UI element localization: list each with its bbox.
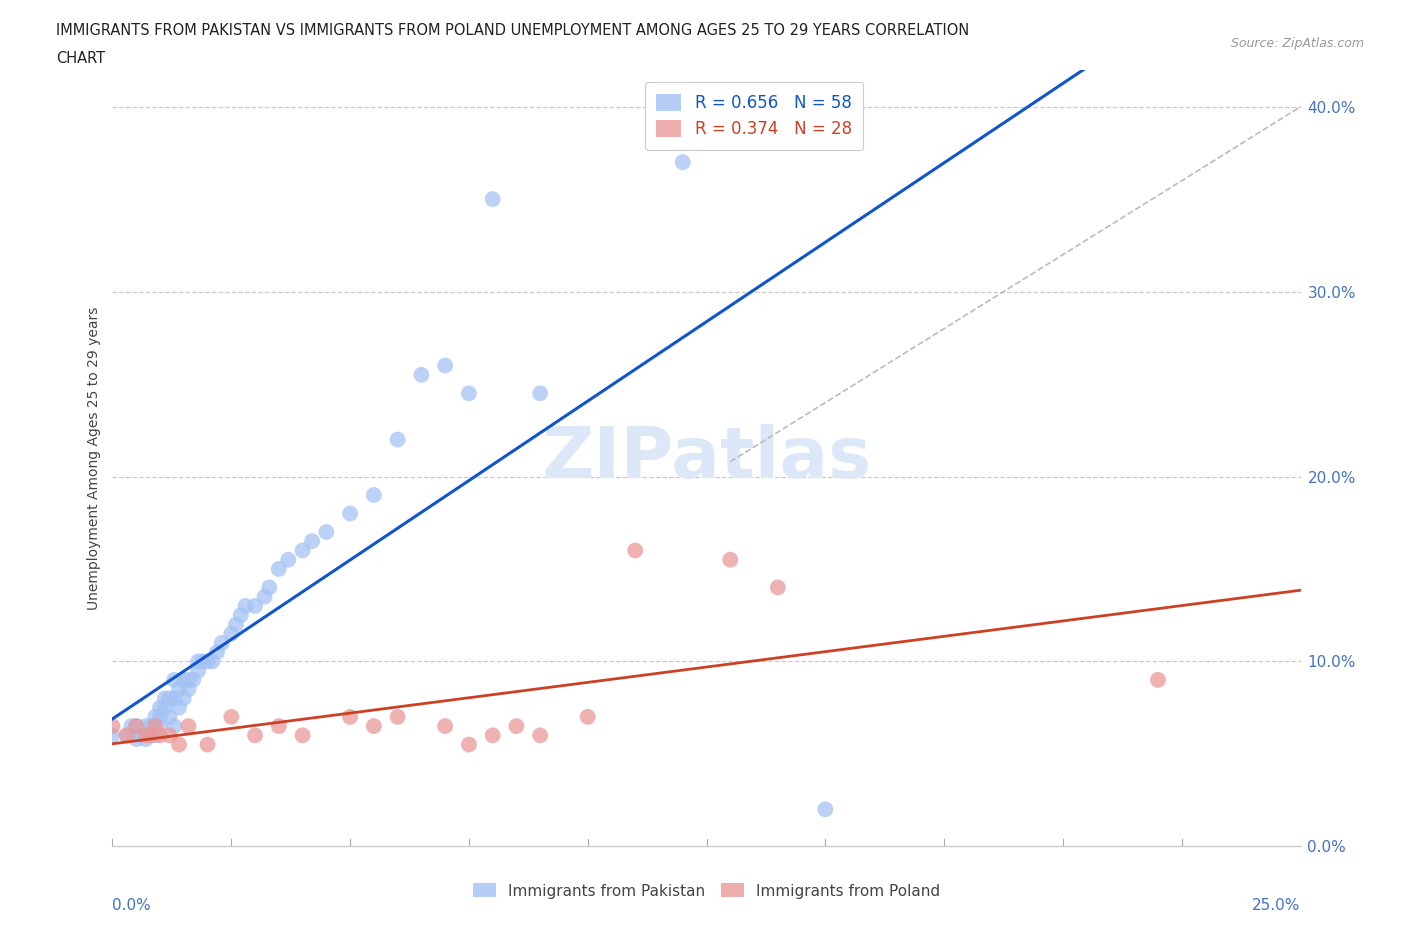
Point [1147, 672, 1170, 687]
Point [163, 719, 186, 734]
Point [624, 543, 647, 558]
Point [529, 386, 551, 401]
Point [197, 654, 219, 669]
Point [505, 719, 527, 734]
Point [153, 700, 176, 715]
Text: 25.0%: 25.0% [1253, 898, 1301, 913]
Point [211, 635, 233, 650]
Point [149, 719, 172, 734]
Text: Source: ZipAtlas.com: Source: ZipAtlas.com [1230, 37, 1364, 50]
Point [529, 728, 551, 743]
Point [363, 719, 385, 734]
Point [458, 386, 481, 401]
Point [173, 691, 195, 706]
Point [814, 802, 837, 817]
Point [115, 728, 138, 743]
Point [153, 691, 176, 706]
Point [219, 626, 243, 641]
Point [177, 719, 200, 734]
Point [135, 732, 157, 747]
Point [229, 607, 252, 622]
Point [387, 710, 409, 724]
Point [167, 737, 190, 752]
Point [125, 719, 148, 734]
Point [125, 732, 148, 747]
Point [143, 728, 166, 743]
Point [159, 728, 181, 743]
Point [458, 737, 481, 752]
Point [205, 644, 228, 659]
Point [191, 654, 214, 669]
Point [139, 719, 162, 734]
Point [177, 682, 200, 697]
Point [301, 534, 323, 549]
Point [115, 728, 138, 743]
Point [167, 700, 190, 715]
Point [481, 192, 503, 206]
Point [339, 710, 361, 724]
Point [163, 672, 186, 687]
Point [291, 728, 314, 743]
Text: CHART: CHART [56, 51, 105, 66]
Point [129, 728, 152, 743]
Point [277, 552, 299, 567]
Point [434, 358, 457, 373]
Point [339, 506, 361, 521]
Point [243, 728, 266, 743]
Point [267, 719, 290, 734]
Point [159, 691, 181, 706]
Point [135, 728, 157, 743]
Point [101, 728, 124, 743]
Point [159, 710, 181, 724]
Point [363, 487, 385, 502]
Point [149, 728, 172, 743]
Text: ZIPatlas: ZIPatlas [541, 423, 872, 493]
Point [139, 728, 162, 743]
Point [766, 580, 789, 595]
Point [243, 599, 266, 614]
Point [219, 710, 243, 724]
Text: IMMIGRANTS FROM PAKISTAN VS IMMIGRANTS FROM POLAND UNEMPLOYMENT AMONG AGES 25 TO: IMMIGRANTS FROM PAKISTAN VS IMMIGRANTS F… [56, 23, 970, 38]
Y-axis label: Unemployment Among Ages 25 to 29 years: Unemployment Among Ages 25 to 29 years [87, 306, 101, 610]
Text: 0.0%: 0.0% [112, 898, 152, 913]
Point [181, 672, 204, 687]
Point [173, 672, 195, 687]
Point [315, 525, 337, 539]
Point [225, 617, 247, 631]
Point [187, 663, 209, 678]
Point [121, 719, 143, 734]
Point [163, 691, 186, 706]
Point [672, 154, 695, 169]
Point [434, 719, 457, 734]
Point [291, 543, 314, 558]
Point [481, 728, 503, 743]
Point [201, 654, 224, 669]
Point [143, 719, 166, 734]
Point [259, 580, 281, 595]
Point [135, 719, 157, 734]
Point [101, 719, 124, 734]
Point [139, 728, 162, 743]
Point [576, 710, 599, 724]
Point [177, 672, 200, 687]
Point [125, 719, 148, 734]
Legend: Immigrants from Pakistan, Immigrants from Poland: Immigrants from Pakistan, Immigrants fro… [467, 877, 946, 905]
Point [143, 710, 166, 724]
Point [387, 432, 409, 447]
Point [149, 710, 172, 724]
Point [149, 700, 172, 715]
Point [197, 737, 219, 752]
Point [187, 654, 209, 669]
Point [411, 367, 433, 382]
Point [235, 599, 257, 614]
Point [718, 552, 741, 567]
Point [167, 682, 190, 697]
Point [267, 562, 290, 577]
Point [253, 590, 276, 604]
